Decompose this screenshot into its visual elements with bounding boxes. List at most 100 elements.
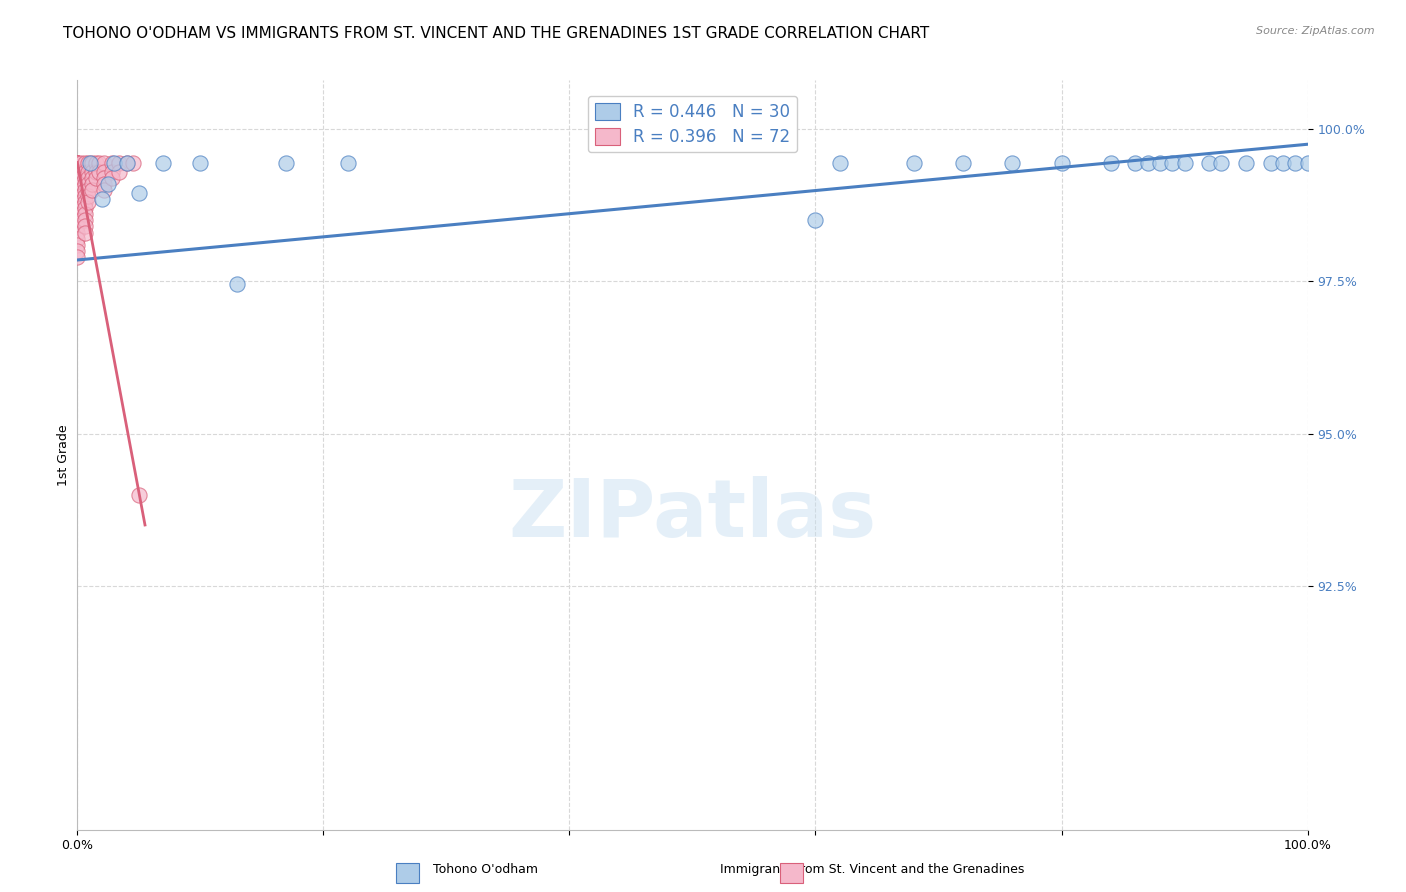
Point [82, 155, 104, 169]
Point [82, 183, 104, 197]
Point [66, 213, 89, 227]
Point [77, 195, 100, 210]
Point [93, 155, 115, 169]
Point [1099, 155, 1122, 169]
Text: ZIPatlas: ZIPatlas [509, 475, 876, 554]
Point [66, 232, 89, 246]
Point [66, 226, 89, 240]
Point [115, 155, 138, 169]
Point [337, 155, 360, 169]
Point [101, 164, 124, 178]
Text: TOHONO O'ODHAM VS IMMIGRANTS FROM ST. VINCENT AND THE GRENADINES 1ST GRADE CORRE: TOHONO O'ODHAM VS IMMIGRANTS FROM ST. VI… [63, 26, 929, 41]
Text: Tohono O'odham: Tohono O'odham [433, 863, 537, 876]
Point [66, 207, 89, 221]
Point [73, 213, 96, 227]
Point [70, 164, 93, 178]
Text: Source: ZipAtlas.com: Source: ZipAtlas.com [1257, 26, 1375, 36]
Point [77, 155, 100, 169]
Point [73, 195, 96, 210]
Point [73, 155, 96, 169]
Point [152, 155, 174, 169]
Point [226, 277, 249, 292]
Point [128, 186, 150, 200]
Point [66, 155, 89, 169]
Point [804, 213, 827, 227]
Point [1001, 155, 1024, 169]
Point [1284, 155, 1306, 169]
Y-axis label: 1st Grade: 1st Grade [58, 424, 70, 486]
Point [90, 192, 114, 206]
Point [1296, 155, 1319, 169]
Point [188, 155, 212, 169]
Point [66, 244, 89, 258]
Point [77, 189, 100, 203]
Point [66, 189, 89, 203]
Point [70, 155, 93, 169]
Point [73, 177, 96, 191]
Point [1272, 155, 1295, 169]
Point [66, 164, 89, 178]
Point [66, 201, 89, 215]
Point [84, 170, 107, 185]
Point [66, 170, 89, 185]
Point [276, 155, 298, 169]
Point [77, 177, 100, 191]
Point [70, 201, 93, 215]
Point [121, 155, 143, 169]
Point [70, 213, 93, 227]
Point [66, 183, 89, 197]
Point [73, 164, 96, 178]
Point [108, 155, 131, 169]
Point [77, 183, 100, 197]
Point [73, 219, 96, 234]
Point [108, 164, 131, 178]
Point [103, 155, 125, 169]
Point [1174, 155, 1197, 169]
Point [70, 189, 93, 203]
Point [1136, 155, 1159, 169]
Point [1149, 155, 1171, 169]
Point [73, 189, 96, 203]
Point [830, 155, 852, 169]
Point [84, 155, 107, 169]
Point [903, 155, 925, 169]
Point [66, 155, 89, 169]
Point [82, 177, 104, 191]
Point [1198, 155, 1220, 169]
Point [128, 487, 150, 501]
Point [70, 207, 93, 221]
Point [89, 155, 111, 169]
Point [66, 219, 89, 234]
Point [1050, 155, 1073, 169]
Point [66, 155, 89, 169]
Point [66, 155, 89, 169]
Point [70, 183, 93, 197]
Point [84, 164, 107, 178]
Point [82, 164, 104, 178]
Point [1125, 155, 1147, 169]
Point [70, 195, 93, 210]
Point [1211, 155, 1233, 169]
Point [73, 170, 96, 185]
Legend: R = 0.446   N = 30, R = 0.396   N = 72: R = 0.446 N = 30, R = 0.396 N = 72 [588, 96, 797, 153]
Point [77, 170, 100, 185]
Point [70, 170, 93, 185]
Point [1260, 155, 1282, 169]
Point [93, 164, 115, 178]
Point [73, 201, 96, 215]
Point [101, 155, 124, 169]
Point [70, 177, 93, 191]
Point [73, 207, 96, 221]
Point [93, 170, 115, 185]
Point [101, 170, 124, 185]
Point [93, 177, 115, 191]
Point [79, 155, 101, 169]
Point [115, 155, 138, 169]
Point [952, 155, 974, 169]
Point [1161, 155, 1184, 169]
Point [82, 170, 104, 185]
Point [97, 177, 120, 191]
Text: Immigrants from St. Vincent and the Grenadines: Immigrants from St. Vincent and the Gren… [720, 863, 1024, 876]
Point [73, 226, 96, 240]
Point [77, 164, 100, 178]
